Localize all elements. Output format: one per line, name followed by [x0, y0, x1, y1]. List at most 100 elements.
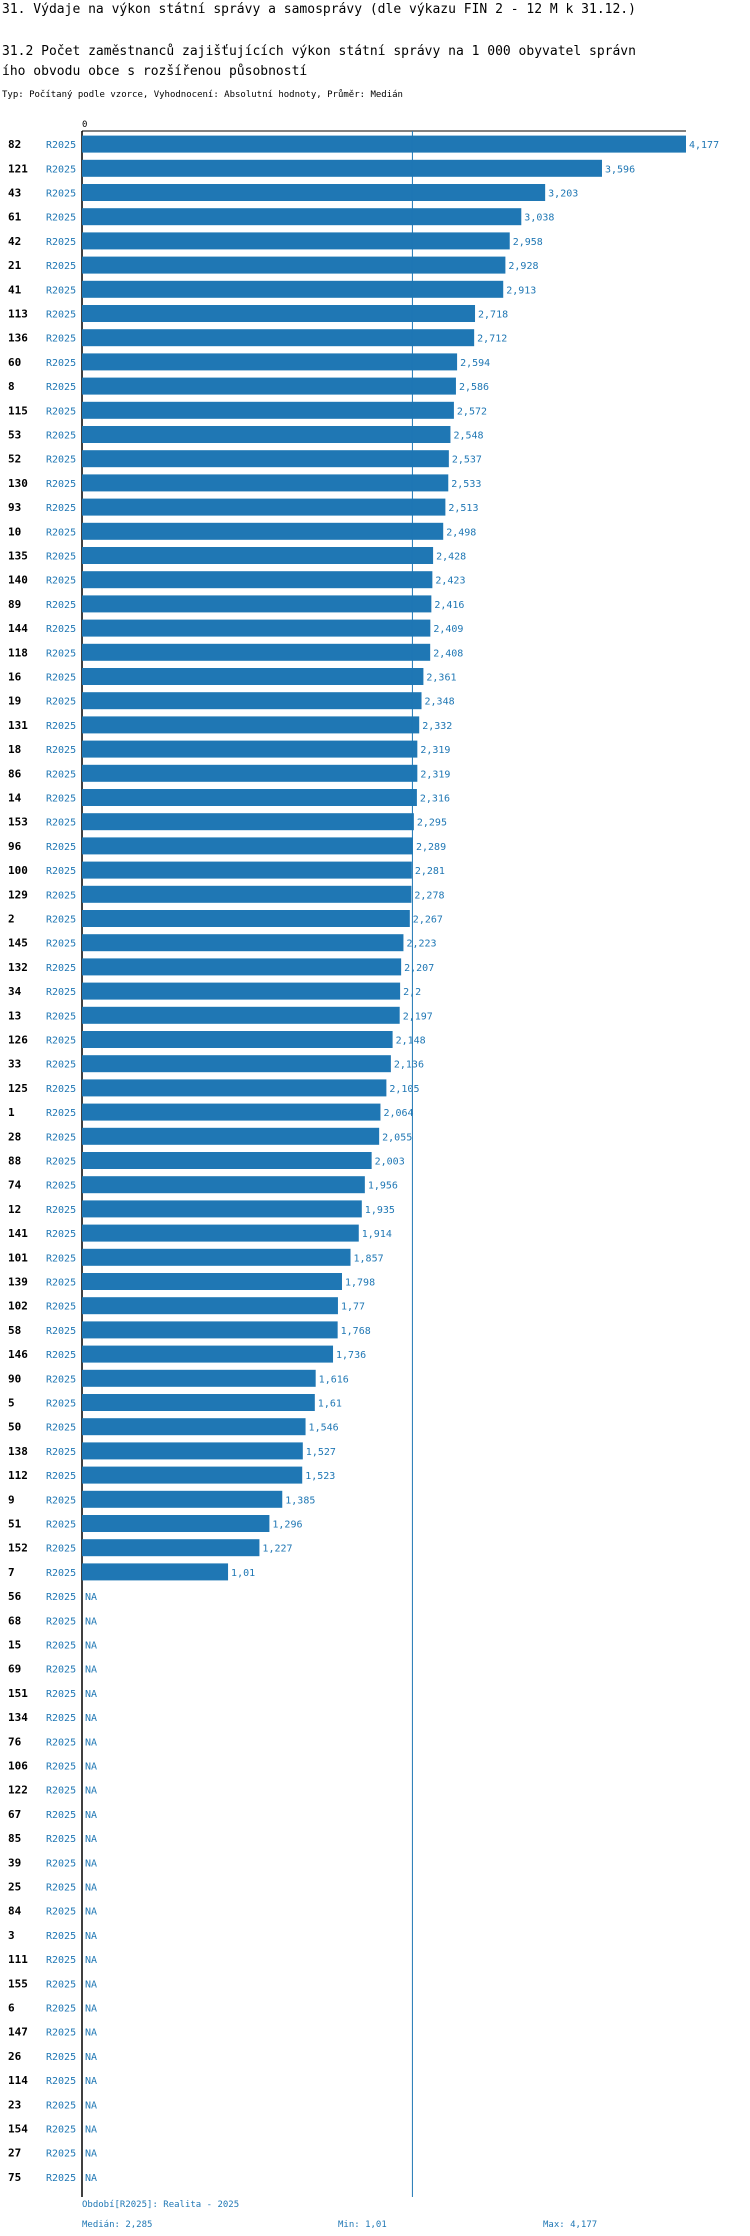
row-series-label: R2025 — [46, 1326, 76, 1337]
row-id-label: 100 — [8, 864, 28, 877]
bar — [82, 1442, 303, 1460]
row-series-label: R2025 — [46, 745, 76, 756]
row-series-label: R2025 — [46, 939, 76, 950]
bar — [82, 135, 686, 153]
bar-value-label: 1,61 — [318, 1399, 342, 1410]
row-id-label: 27 — [8, 2147, 21, 2160]
row-series-label: R2025 — [46, 1374, 76, 1385]
bar-value-label: 1,914 — [362, 1229, 392, 1240]
row-series-label: R2025 — [46, 1858, 76, 1869]
row-id-label: 28 — [8, 1130, 21, 1143]
row-id-label: 61 — [8, 211, 22, 224]
bar — [82, 1127, 380, 1145]
row-id-label: 125 — [8, 1082, 28, 1095]
bar — [82, 1031, 393, 1048]
bar-value-label: 2,267 — [413, 915, 443, 926]
na-value-label: NA — [85, 2052, 97, 2063]
bar — [82, 789, 417, 806]
row-id-label: 58 — [8, 1324, 21, 1337]
bar-value-label: 2,537 — [452, 455, 482, 466]
row-series-label: R2025 — [46, 794, 76, 805]
bar-value-label: 2,207 — [404, 963, 434, 974]
row-id-label: 88 — [8, 1155, 21, 1168]
bar-value-label: 1,857 — [354, 1253, 384, 1264]
bar-value-label: 2,003 — [375, 1157, 405, 1168]
bar — [82, 1055, 391, 1073]
chart-subtitle-line-2: ího obvodu obce s rozšířenou působností — [2, 64, 308, 79]
row-series-label: R2025 — [46, 189, 76, 200]
bar-value-label: 2,281 — [415, 866, 445, 877]
row-id-label: 6 — [8, 2002, 15, 2015]
row-id-label: 67 — [8, 1808, 21, 1821]
na-value-label: NA — [85, 1979, 97, 1990]
row-id-label: 5 — [8, 1397, 15, 1410]
bar-value-label: 2,408 — [433, 648, 463, 659]
bar — [82, 1176, 365, 1194]
bar — [82, 474, 449, 492]
bar — [82, 692, 422, 710]
row-id-label: 1 — [8, 1106, 15, 1119]
bar-value-label: 4,177 — [689, 140, 719, 151]
bar — [82, 619, 431, 637]
row-series-label: R2025 — [46, 576, 76, 587]
chart-type-info: Typ: Počítaný podle vzorce, Vyhodnocení:… — [2, 90, 403, 100]
bar — [82, 353, 458, 371]
bar-value-label: 1,227 — [262, 1544, 292, 1555]
row-series-label: R2025 — [46, 1979, 76, 1990]
row-id-label: 42 — [8, 235, 21, 248]
row-series-label: R2025 — [46, 140, 76, 151]
row-id-label: 140 — [8, 574, 28, 587]
row-id-label: 151 — [8, 1687, 28, 1700]
row-series-label: R2025 — [46, 600, 76, 611]
bar-value-label: 2,223 — [406, 939, 436, 950]
row-id-label: 154 — [8, 2123, 28, 2136]
na-value-label: NA — [85, 1641, 97, 1652]
row-series-label: R2025 — [46, 866, 76, 877]
row-id-label: 147 — [8, 2026, 28, 2039]
bar — [82, 498, 446, 516]
bar-value-label: 2,548 — [453, 431, 483, 442]
row-series-label: R2025 — [46, 1955, 76, 1966]
row-id-label: 41 — [8, 283, 22, 296]
row-series-label: R2025 — [46, 648, 76, 659]
row-id-label: 134 — [8, 1711, 28, 1724]
bar-value-label: 1,546 — [309, 1423, 339, 1434]
bar-value-label: 2,958 — [513, 237, 543, 248]
row-id-label: 90 — [8, 1372, 21, 1385]
bar — [82, 595, 432, 613]
bar-value-label: 2,423 — [435, 576, 465, 587]
row-id-label: 93 — [8, 501, 21, 514]
row-series-label: R2025 — [46, 1592, 76, 1603]
bar-value-label: 1,523 — [305, 1471, 335, 1482]
bar — [82, 256, 506, 274]
footer-min: Min: 1,01 — [338, 2220, 387, 2230]
na-value-label: NA — [85, 1955, 97, 1966]
axis-zero-label: 0 — [82, 120, 87, 130]
row-series-label: R2025 — [46, 431, 76, 442]
row-id-label: 23 — [8, 2098, 21, 2111]
bar — [82, 668, 424, 685]
row-series-label: R2025 — [46, 1931, 76, 1942]
bar — [82, 1079, 387, 1097]
row-series-label: R2025 — [46, 890, 76, 901]
bar — [82, 1321, 338, 1339]
bar-value-label: 2,718 — [478, 310, 508, 321]
row-id-label: 82 — [8, 138, 21, 151]
bar — [82, 1103, 381, 1121]
row-id-label: 7 — [8, 1566, 15, 1579]
bar-value-label: 1,77 — [341, 1302, 365, 1313]
bar — [82, 982, 401, 1000]
bar-value-label: 2,586 — [459, 382, 489, 393]
bar — [82, 232, 510, 250]
bar-value-label: 2,148 — [396, 1036, 426, 1047]
na-value-label: NA — [85, 1907, 97, 1918]
page-title: 31. Výdaje na výkon státní správy a samo… — [2, 2, 636, 17]
bar — [82, 1248, 351, 1266]
row-series-label: R2025 — [46, 1907, 76, 1918]
row-series-label: R2025 — [46, 358, 76, 369]
row-id-label: 84 — [8, 1905, 22, 1918]
bar — [82, 861, 412, 879]
row-series-label: R2025 — [46, 1423, 76, 1434]
row-id-label: 106 — [8, 1760, 28, 1773]
bar-value-label: 2,278 — [414, 890, 444, 901]
